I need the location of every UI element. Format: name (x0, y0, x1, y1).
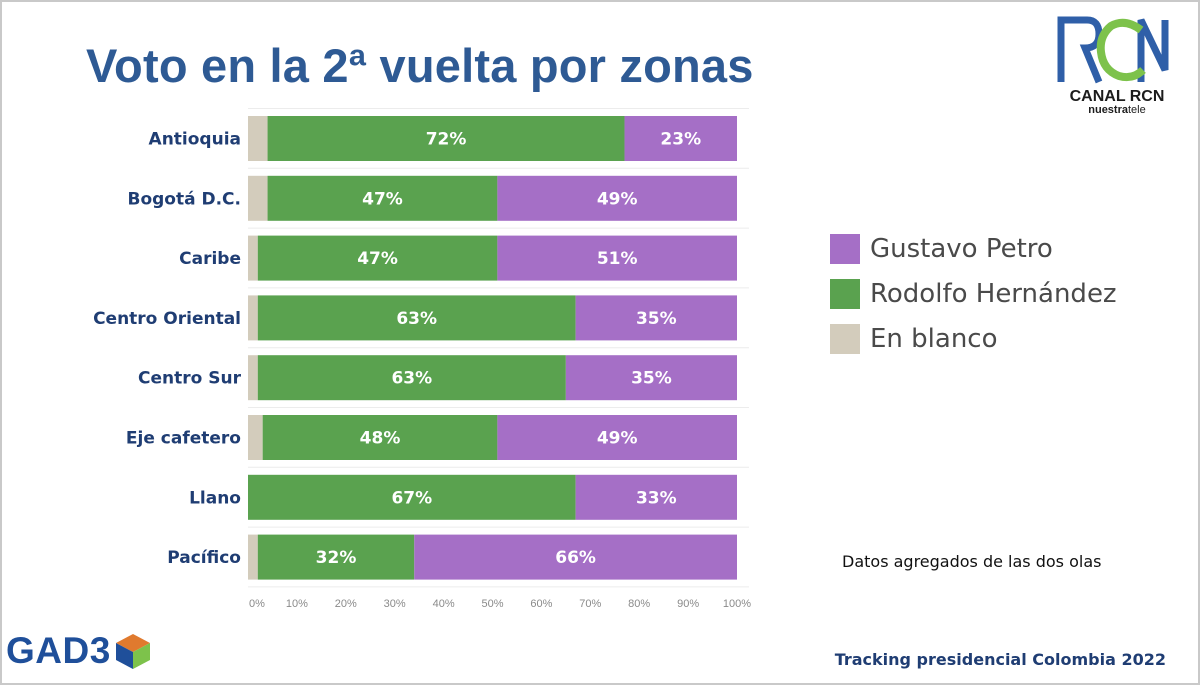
data-label: 35% (631, 369, 672, 389)
data-label: 48% (360, 429, 401, 449)
rcn-logo-name: CANAL RCN (1069, 88, 1165, 105)
bar-segment (248, 534, 258, 580)
bar-segment (248, 415, 263, 460)
chart-legend: Gustavo Petro Rodolfo Hernández En blanc… (830, 226, 1117, 361)
category-label: Centro Sur (138, 369, 242, 389)
data-label: 72% (426, 130, 467, 150)
x-tick-label: 90% (677, 598, 699, 610)
bar-segment (414, 534, 737, 580)
bar-segment (497, 175, 737, 221)
category-label: Eje cafetero (126, 429, 241, 449)
data-label: 63% (396, 309, 437, 329)
category-label: Bogotá D.C. (127, 189, 241, 209)
bar-segment (257, 355, 566, 401)
bar-segment (248, 235, 258, 281)
bar-segment (497, 235, 737, 281)
category-label: Llano (189, 488, 241, 508)
legend-item-blanco: En blanco (830, 316, 1117, 361)
bar-segment (267, 116, 625, 161)
data-label: 35% (636, 309, 677, 329)
bar-segment (497, 415, 737, 460)
legend-swatch-hernandez (830, 278, 860, 309)
legend-swatch-blanco (830, 323, 860, 354)
bar-segment (248, 355, 258, 401)
chart-gridlines (248, 108, 749, 588)
chart-category-labels: Antioquia Bogotá D.C. Caribe Centro Orienta… (93, 130, 242, 569)
page-title: Voto en la 2ª vuelta por zonas (86, 39, 754, 92)
data-label: 63% (391, 369, 432, 389)
legend-item-petro: Gustavo Petro (830, 226, 1117, 271)
data-label: 47% (357, 249, 398, 269)
data-label: 49% (597, 189, 638, 209)
data-label: 32% (316, 548, 357, 568)
bar-segment (624, 116, 737, 161)
data-label: 49% (597, 429, 638, 449)
bar-segment (248, 175, 268, 221)
data-note: Datos agregados de las dos olas (842, 552, 1102, 571)
data-label: 66% (555, 548, 596, 568)
category-label: Centro Oriental (93, 309, 241, 329)
bar-segment (575, 474, 737, 520)
bar-segment (248, 295, 258, 341)
legend-label-blanco: En blanco (870, 323, 998, 354)
gad3-logo-text: GAD3 (6, 630, 111, 671)
x-tick-label: 100% (723, 598, 751, 610)
x-tick-label: 0% (249, 598, 265, 610)
x-tick-label: 50% (481, 598, 503, 610)
gad3-cube-icon (115, 634, 150, 669)
x-tick-label: 30% (384, 598, 406, 610)
footer-caption: Tracking presidencial Colombia 2022 (834, 650, 1166, 669)
x-tick-label: 70% (579, 598, 601, 610)
category-label: Caribe (179, 249, 241, 269)
x-tick-label: 80% (628, 598, 650, 610)
data-label: 47% (362, 189, 403, 209)
category-label: Pacífico (167, 548, 241, 568)
bar-segment (262, 415, 498, 460)
data-label: 23% (660, 130, 701, 150)
x-tick-label: 60% (530, 598, 552, 610)
x-tick-label: 20% (335, 598, 357, 610)
rcn-monogram-icon (1057, 16, 1169, 84)
bar-segment (257, 235, 498, 281)
bar-segment (565, 355, 737, 401)
bar-segment (257, 534, 415, 580)
chart-x-axis: 0% 10% 20% 30% 40% 50% 60% 70% 80% 90% 100% (249, 598, 751, 610)
chart-bars: 72% 23% 47% 49% 47% 51% 63% 35% 63% 35% 48% 49% 67% 3… (248, 116, 737, 580)
x-tick-label: 40% (433, 598, 455, 610)
canal-rcn-logo: CANAL RCN nuestratele (1052, 14, 1182, 116)
bar-segment (257, 295, 576, 341)
data-label: 33% (636, 488, 677, 508)
x-tick-label: 10% (286, 598, 308, 610)
bar-segment (267, 175, 498, 221)
data-label: 51% (597, 249, 638, 269)
bar-segment (248, 116, 268, 161)
legend-swatch-petro (830, 233, 860, 264)
rcn-logo-tagline: nuestratele (1052, 104, 1182, 116)
legend-label-hernandez: Rodolfo Hernández (870, 278, 1117, 309)
rcn-tagline-rest: tele (1128, 104, 1146, 116)
data-label: 67% (391, 488, 432, 508)
bar-segment (248, 474, 576, 520)
bar-segment (575, 295, 737, 341)
gad3-logo: GAD3 (6, 630, 153, 672)
category-label: Antioquia (149, 130, 241, 150)
legend-item-hernandez: Rodolfo Hernández (830, 271, 1117, 316)
legend-label-petro: Gustavo Petro (870, 233, 1053, 264)
rcn-tagline-bold: nuestra (1088, 104, 1128, 116)
